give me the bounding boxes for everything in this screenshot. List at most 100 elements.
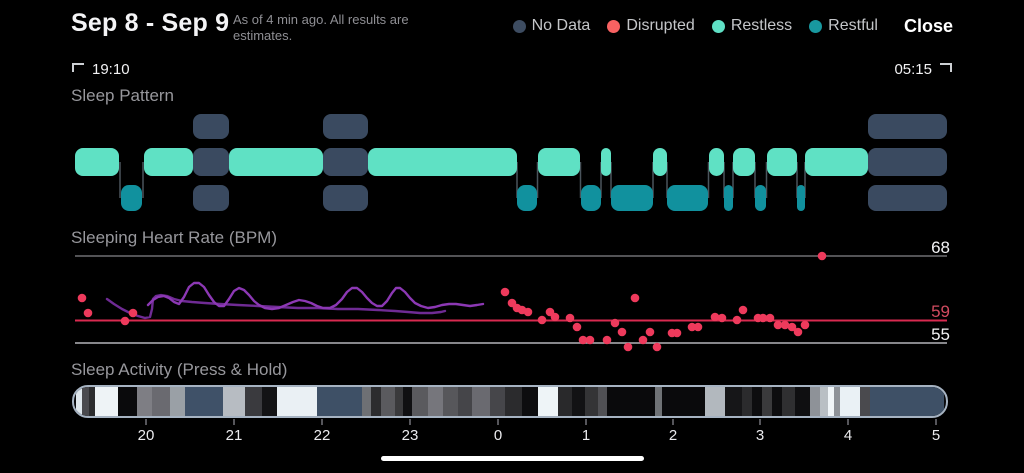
- hr-dot: [517, 305, 527, 315]
- axis-hour-label-1: 1: [581, 427, 591, 444]
- activity-segment: [117, 387, 137, 416]
- hr-dot: [667, 328, 677, 338]
- axis-tick: [409, 419, 411, 425]
- activity-segment: [411, 387, 428, 416]
- axis-hour-label-2: 2: [668, 427, 678, 444]
- activity-segment: [794, 387, 810, 416]
- sleep-activity-strip[interactable]: [72, 385, 948, 418]
- hr-dot: [630, 293, 640, 303]
- activity-segment: [809, 387, 820, 416]
- activity-segment: [584, 387, 598, 416]
- sleep-block-no-data: [193, 148, 229, 176]
- axis-hour-label-21: 21: [225, 427, 243, 444]
- axis-tick: [847, 419, 849, 425]
- activity-segment: [869, 387, 944, 416]
- sleep-block-no-data: [868, 114, 947, 139]
- activity-segment: [654, 387, 662, 416]
- hr-line-trend-detail: [146, 281, 485, 311]
- corner-bracket-left-icon: [72, 63, 84, 72]
- axis-hour-label-3: 3: [755, 427, 765, 444]
- activity-segment: [442, 387, 458, 416]
- activity-segment: [222, 387, 245, 416]
- end-time: 05:15: [894, 61, 952, 78]
- legend-dot-icon: [607, 19, 621, 33]
- activity-segment: [316, 387, 362, 416]
- hr-dot: [758, 313, 768, 323]
- legend-item-no-data: No Data: [512, 17, 591, 35]
- corner-bracket-right-icon: [940, 63, 952, 72]
- hr-dot: [585, 335, 595, 345]
- hr-dot: [578, 335, 588, 345]
- activity-segment: [380, 387, 395, 416]
- activity-segment: [521, 387, 538, 416]
- axis-tick: [233, 419, 235, 425]
- hr-dot: [523, 307, 533, 317]
- sleep-block-restful: [667, 185, 708, 211]
- sleep-block-restless: [767, 148, 797, 176]
- activity-segment: [489, 387, 505, 416]
- hr-dot: [738, 305, 748, 315]
- activity-segment: [741, 387, 752, 416]
- activity-segment: [151, 387, 170, 416]
- sleep-block-no-data: [868, 148, 947, 176]
- hr-dot: [550, 312, 560, 322]
- hr-dot: [545, 307, 555, 317]
- hr-dot: [800, 320, 810, 330]
- page-title: Sep 8 - Sep 9: [71, 9, 230, 37]
- axis-tick: [497, 419, 499, 425]
- activity-segment: [597, 387, 607, 416]
- legend-item-label: No Data: [531, 17, 591, 34]
- hr-dot: [128, 308, 138, 318]
- activity-segment: [370, 387, 381, 416]
- hr-dot: [572, 322, 582, 332]
- activity-segment: [606, 387, 655, 416]
- sleep-pattern-title: Sleep Pattern: [71, 86, 175, 105]
- axis-tick: [672, 419, 674, 425]
- hr-gridline-label-59: 59: [931, 302, 950, 321]
- sleep-activity-title: Sleep Activity (Press & Hold): [71, 360, 288, 379]
- activity-segment: [169, 387, 185, 416]
- activity-segment: [471, 387, 490, 416]
- activity-segment: [771, 387, 782, 416]
- hr-dot: [623, 342, 633, 352]
- hr-dot: [732, 315, 742, 325]
- hr-dot: [120, 316, 130, 326]
- axis-tick: [585, 419, 587, 425]
- activity-segment: [394, 387, 403, 416]
- hr-dot: [717, 313, 727, 323]
- sleep-block-no-data: [323, 185, 368, 211]
- axis-tick: [935, 419, 937, 425]
- sleep-block-restful: [611, 185, 653, 211]
- sleep-block-restless: [75, 148, 119, 176]
- activity-segment: [761, 387, 772, 416]
- hr-dot: [710, 312, 720, 322]
- activity-segment: [839, 387, 860, 416]
- heart-rate-title: Sleeping Heart Rate (BPM): [71, 228, 277, 247]
- activity-segment: [827, 387, 834, 416]
- sleep-block-no-data: [323, 148, 368, 176]
- activity-segment: [136, 387, 152, 416]
- hr-dot: [652, 342, 662, 352]
- sleep-block-restless: [653, 148, 667, 176]
- subtitle: As of 4 min ago. All results are estimat…: [233, 12, 409, 43]
- sleep-block-restful: [755, 185, 766, 211]
- activity-segment: [457, 387, 472, 416]
- axis-tick: [759, 419, 761, 425]
- sleep-block-restless: [368, 148, 517, 176]
- legend-item-restless: Restless: [711, 17, 793, 35]
- sleep-block-restless: [805, 148, 868, 176]
- activity-segment: [504, 387, 522, 416]
- legend-item-disrupted: Disrupted: [607, 17, 695, 35]
- end-time-label: 05:15: [894, 61, 932, 78]
- sleep-block-restful: [724, 185, 733, 211]
- close-button[interactable]: Close: [903, 15, 953, 36]
- legend-item-label: Restless: [730, 17, 793, 34]
- start-time: 19:10: [72, 61, 130, 78]
- hr-dot: [780, 320, 790, 330]
- sleep-block-restful: [517, 185, 537, 211]
- axis-hour-label-22: 22: [313, 427, 331, 444]
- hr-dot: [793, 327, 803, 337]
- hr-dot: [687, 322, 697, 332]
- activity-segment: [75, 387, 82, 416]
- home-indicator[interactable]: [381, 456, 644, 461]
